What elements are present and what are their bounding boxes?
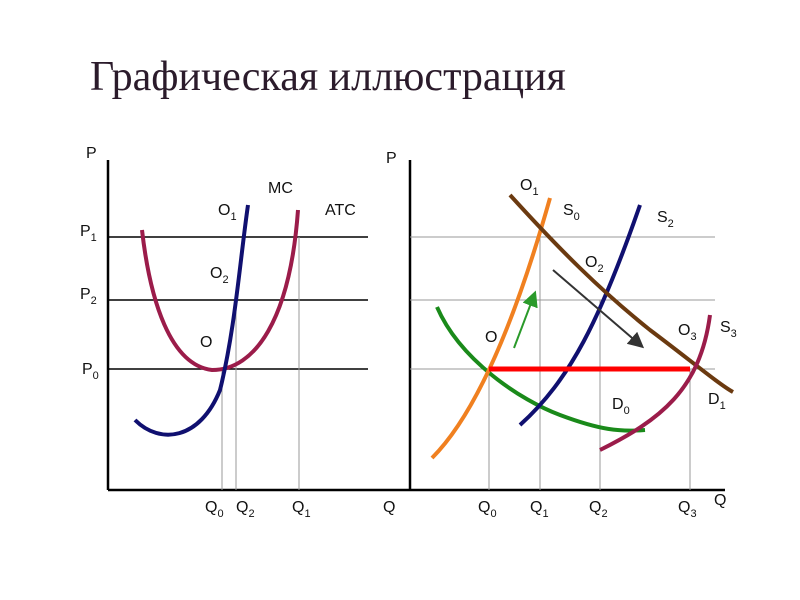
label-text: Q — [589, 499, 601, 516]
axis-label: O1 — [218, 202, 237, 223]
axis-label: D1 — [708, 391, 726, 412]
label-subscript: 3 — [690, 508, 696, 520]
label-subscript: 2 — [222, 274, 228, 286]
label-subscript: 1 — [304, 508, 310, 520]
label-subscript: 3 — [690, 331, 696, 343]
label-text: P — [80, 223, 91, 240]
label-subscript: 1 — [230, 211, 236, 223]
left-graph — [106, 160, 410, 492]
axis-label: P — [86, 145, 97, 162]
axis-label: O2 — [585, 254, 604, 275]
axis-label: D0 — [612, 396, 630, 417]
axis-label: O — [485, 329, 497, 346]
label-subscript: 3 — [731, 328, 737, 340]
label-subscript: 2 — [668, 218, 674, 230]
axis-label: O1 — [520, 177, 539, 198]
axis-label: O — [200, 334, 212, 351]
label-subscript: 1 — [532, 186, 538, 198]
label-subscript: 0 — [93, 370, 99, 382]
axis-label: P2 — [80, 286, 97, 307]
label-text: O — [678, 322, 690, 339]
axis-label: Q0 — [205, 499, 224, 520]
axis-label: P1 — [80, 223, 97, 244]
label-text: O — [520, 177, 532, 194]
axis-label: ATC — [325, 202, 356, 219]
label-text: S — [720, 319, 731, 336]
axis-label: O3 — [678, 322, 697, 343]
label-subscript: 2 — [597, 263, 603, 275]
label-text: P — [386, 150, 397, 167]
label-text: D — [708, 391, 720, 408]
label-text: O — [218, 202, 230, 219]
label-text: O — [200, 334, 212, 351]
label-text: ATC — [325, 202, 356, 219]
label-text: P — [86, 145, 97, 162]
label-text: Q — [383, 499, 395, 516]
axis-label: Q — [383, 499, 395, 516]
label-text: Q — [292, 499, 304, 516]
axis-label: Q2 — [236, 499, 255, 520]
label-subscript: 2 — [248, 508, 254, 520]
axis-label: P — [386, 150, 397, 167]
axis-label: O2 — [210, 265, 229, 286]
axis-label: P0 — [82, 361, 99, 382]
label-text: Q — [205, 499, 217, 516]
label-subscript: 0 — [624, 405, 630, 417]
label-subscript: 1 — [720, 400, 726, 412]
label-text: Q — [478, 499, 490, 516]
axis-label: S3 — [720, 319, 737, 340]
label-subscript: 0 — [490, 508, 496, 520]
label-text: D — [612, 396, 624, 413]
label-text: P — [82, 361, 93, 378]
label-subscript: 1 — [91, 232, 97, 244]
axis-label: MC — [268, 180, 293, 197]
axis-label: S0 — [563, 202, 580, 223]
label-text: Q — [236, 499, 248, 516]
label-text: Q — [678, 499, 690, 516]
axis-label: Q — [714, 492, 726, 509]
label-text: O — [210, 265, 222, 282]
axis-label: Q2 — [589, 499, 608, 520]
axis-label: Q3 — [678, 499, 697, 520]
label-text: S — [657, 209, 668, 226]
title: Графическая иллюстрация — [90, 54, 566, 100]
label-subscript: 2 — [601, 508, 607, 520]
axis-label: Q0 — [478, 499, 497, 520]
label-subscript: 2 — [91, 295, 97, 307]
label-text: O — [585, 254, 597, 271]
axis-label: S2 — [657, 209, 674, 230]
label-subscript: 0 — [574, 211, 580, 223]
label-text: P — [80, 286, 91, 303]
label-text: Q — [530, 499, 542, 516]
label-text: S — [563, 202, 574, 219]
axis-label: Q1 — [530, 499, 549, 520]
label-subscript: 1 — [542, 508, 548, 520]
label-text: Q — [714, 492, 726, 509]
label-text: O — [485, 329, 497, 346]
label-subscript: 0 — [217, 508, 223, 520]
right-graph — [408, 160, 734, 492]
label-text: MC — [268, 180, 293, 197]
axis-label: Q1 — [292, 499, 311, 520]
